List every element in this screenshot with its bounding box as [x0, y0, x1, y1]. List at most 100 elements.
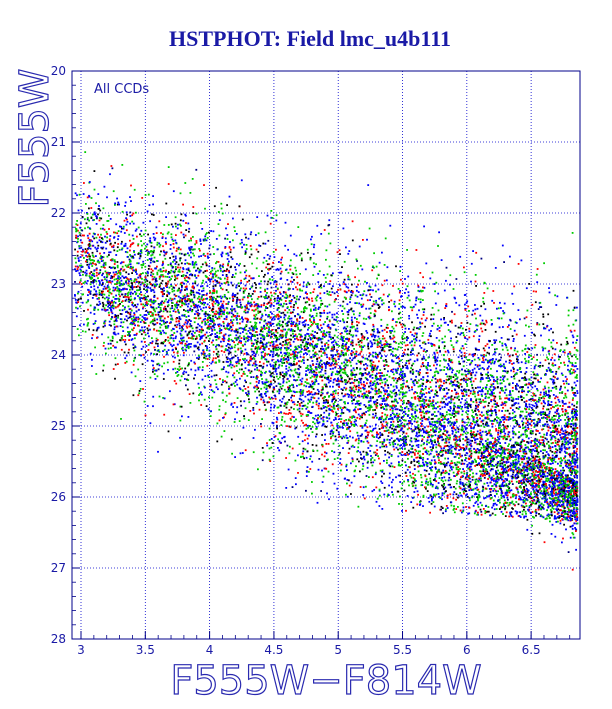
scatter-point — [215, 357, 217, 360]
scatter-point — [167, 272, 169, 275]
scatter-point — [314, 378, 317, 381]
scatter-point — [381, 372, 383, 374]
scatter-point — [203, 385, 206, 388]
scatter-point — [293, 363, 296, 366]
scatter-point — [576, 427, 579, 429]
scatter-point — [522, 451, 525, 454]
scatter-point — [340, 369, 343, 371]
scatter-point — [548, 362, 550, 365]
scatter-point — [283, 373, 286, 375]
scatter-point — [428, 387, 430, 390]
scatter-point — [524, 426, 527, 428]
scatter-point — [167, 264, 170, 266]
scatter-point — [129, 293, 132, 295]
scatter-point — [477, 506, 480, 508]
scatter-point — [349, 361, 352, 364]
scatter-point — [256, 366, 258, 369]
scatter-point — [391, 391, 393, 394]
scatter-point — [276, 331, 279, 334]
scatter-point — [407, 466, 410, 468]
scatter-point — [181, 286, 183, 289]
scatter-point — [575, 469, 578, 472]
scatter-point — [280, 329, 282, 332]
scatter-point — [351, 344, 354, 347]
scatter-point — [233, 276, 236, 278]
scatter-point — [289, 445, 291, 448]
scatter-point — [377, 288, 380, 291]
scatter-point — [222, 399, 224, 402]
scatter-point — [402, 385, 404, 388]
scatter-point — [419, 272, 422, 274]
scatter-point — [553, 422, 556, 425]
scatter-point — [248, 256, 251, 259]
scatter-point — [119, 273, 122, 276]
scatter-point — [503, 365, 505, 368]
scatter-point — [484, 323, 487, 326]
scatter-point — [538, 482, 541, 484]
scatter-point — [535, 495, 538, 497]
scatter-point — [205, 355, 208, 358]
scatter-point — [159, 253, 161, 256]
scatter-point — [215, 274, 218, 277]
scatter-point — [147, 332, 149, 335]
scatter-point — [325, 406, 328, 409]
scatter-point — [445, 378, 448, 381]
scatter-point — [299, 389, 302, 391]
scatter-point — [346, 495, 349, 498]
scatter-point — [467, 441, 470, 444]
scatter-point — [212, 350, 215, 353]
scatter-point — [170, 233, 173, 236]
scatter-point — [248, 327, 251, 330]
scatter-point — [489, 469, 492, 472]
scatter-point — [228, 385, 230, 388]
scatter-point — [335, 414, 337, 417]
scatter-point — [76, 307, 79, 310]
scatter-point — [311, 360, 314, 362]
scatter-point — [438, 345, 440, 348]
scatter-point — [380, 318, 383, 321]
scatter-point — [320, 414, 322, 417]
scatter-point — [202, 253, 205, 256]
scatter-point — [444, 429, 447, 432]
scatter-point — [132, 212, 135, 215]
scatter-point — [291, 394, 293, 397]
scatter-point — [160, 315, 163, 318]
scatter-point — [466, 315, 469, 318]
scatter-point — [97, 277, 99, 280]
scatter-point — [283, 316, 286, 319]
scatter-point — [524, 348, 526, 351]
scatter-point — [128, 339, 130, 341]
scatter-point — [512, 503, 515, 505]
scatter-point — [465, 375, 468, 377]
scatter-point — [571, 432, 573, 435]
scatter-point — [470, 450, 473, 452]
scatter-point — [164, 275, 167, 278]
scatter-point — [537, 471, 539, 473]
scatter-point — [186, 262, 189, 265]
scatter-point — [173, 293, 176, 296]
scatter-point — [495, 490, 498, 493]
scatter-point — [491, 299, 494, 302]
scatter-point — [550, 404, 553, 406]
scatter-point — [544, 518, 547, 520]
scatter-point — [576, 414, 578, 416]
scatter-point — [151, 301, 154, 304]
scatter-point — [575, 375, 578, 378]
scatter-point — [434, 359, 437, 362]
scatter-point — [358, 245, 361, 248]
scatter-point — [429, 425, 432, 428]
scatter-point — [306, 364, 309, 367]
scatter-point — [371, 490, 374, 493]
scatter-point — [299, 295, 302, 298]
scatter-point — [183, 323, 186, 326]
scatter-point — [572, 524, 574, 527]
scatter-point — [312, 417, 314, 419]
scatter-point — [575, 452, 577, 455]
scatter-point — [446, 419, 449, 421]
scatter-point — [407, 420, 410, 422]
scatter-point — [204, 255, 207, 257]
scatter-point — [525, 422, 528, 425]
scatter-point — [553, 497, 555, 500]
scatter-point — [270, 303, 273, 306]
scatter-point — [558, 366, 561, 368]
